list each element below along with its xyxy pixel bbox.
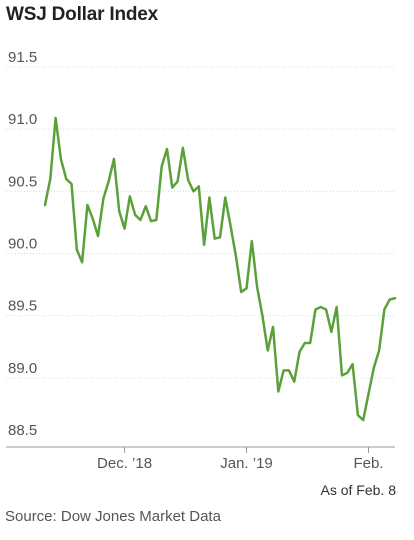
series-line [43, 116, 397, 422]
x-tick-label: Jan. ’19 [220, 455, 273, 472]
x-tick-label: Feb. [353, 455, 383, 472]
y-tick-label: 90.5 [8, 173, 37, 190]
source-note: Source: Dow Jones Market Data [5, 508, 221, 525]
y-tick-label: 91.5 [8, 49, 37, 66]
y-tick-label: 89.5 [8, 298, 37, 315]
as-of-note: As of Feb. 8 [320, 482, 396, 498]
x-tick-label: Dec. ’18 [97, 455, 152, 472]
y-tick-label: 91.0 [8, 111, 37, 128]
chart-title: WSJ Dollar Index [6, 4, 159, 25]
y-tick-label: 90.0 [8, 236, 37, 253]
y-tick-label: 89.0 [8, 360, 37, 377]
y-tick-label: 88.5 [8, 422, 37, 439]
